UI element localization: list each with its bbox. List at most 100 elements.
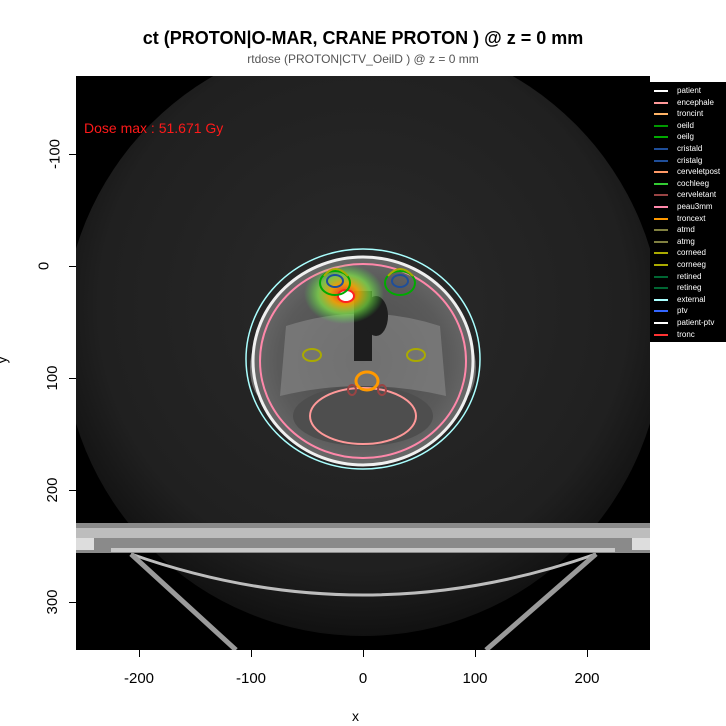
legend-label: tronc	[677, 329, 695, 339]
legend-label: atmg	[677, 236, 695, 246]
legend-label: patient	[677, 86, 702, 95]
legend-swatch	[654, 113, 668, 116]
legend-label: corneed	[677, 248, 706, 258]
legend-item: corneed	[650, 247, 726, 258]
legend-label: cerveletpost	[677, 167, 721, 177]
legend-label: troncint	[677, 109, 704, 119]
legend-item: patient-ptv	[650, 317, 726, 328]
legend-swatch	[654, 287, 668, 290]
legend-swatch	[654, 298, 668, 301]
legend-label: retined	[677, 271, 702, 281]
legend-swatch	[654, 252, 668, 255]
y-tick-mark	[69, 154, 76, 155]
legend-swatch	[654, 136, 668, 139]
legend-label: troncext	[677, 213, 706, 223]
y-tick-mark	[69, 602, 76, 603]
legend-item: atmg	[650, 236, 726, 247]
legend-label: cerveletant	[677, 190, 717, 200]
y-axis-label: y	[0, 357, 10, 364]
oeild-contour	[319, 270, 351, 296]
x-tick-label: -100	[235, 670, 267, 687]
legend-label: peau3mm	[677, 202, 713, 211]
legend-item: atmd	[650, 224, 726, 235]
legend-item: troncext	[650, 213, 726, 224]
legend-swatch	[654, 124, 668, 127]
legend-item: patient	[650, 85, 726, 96]
legend-item: cerveletant	[650, 189, 726, 200]
couch-arc	[130, 552, 597, 597]
legend-swatch	[654, 194, 668, 197]
legend-item: corneeg	[650, 259, 726, 270]
x-tick-mark	[139, 650, 140, 657]
legend-item: encephale	[650, 97, 726, 108]
legend-swatch	[654, 333, 668, 336]
legend-item: troncint	[650, 108, 726, 119]
dose-max-label: Dose max : 51.671 Gy	[84, 120, 224, 136]
y-tick-label: 100	[44, 365, 62, 391]
atmd-contour	[302, 348, 322, 362]
legend-item: cristalg	[650, 155, 726, 166]
x-tick-label: 100	[462, 670, 488, 687]
legend-item: external	[650, 294, 726, 305]
legend-label: cristald	[677, 144, 703, 153]
legend-item: retined	[650, 271, 726, 282]
legend-label: cristalg	[677, 155, 703, 165]
y-tick-label: 0	[35, 261, 53, 271]
legend-item: tronc	[650, 329, 726, 340]
y-tick-mark	[69, 266, 76, 267]
legend-label: cochleeg	[677, 178, 710, 188]
plot-subtitle: rtdose (PROTON|CTV_OeilD ) @ z = 0 mm	[247, 52, 479, 66]
legend-item: peau3mm	[650, 201, 726, 212]
legend-item: ptv	[650, 305, 726, 316]
legend-swatch	[654, 182, 668, 185]
plot-title: ct (PROTON|O-MAR, CRANE PROTON ) @ z = 0…	[142, 28, 584, 48]
legend-label: retineg	[677, 283, 702, 293]
external-contour	[245, 248, 481, 470]
legend-swatch	[654, 229, 668, 232]
legend-swatch	[654, 322, 668, 324]
legend-swatch	[654, 159, 668, 162]
tronc-contour	[354, 370, 380, 392]
legend-swatch	[654, 310, 668, 313]
atmg-contour	[406, 348, 426, 362]
ct-image-panel: Dose max : 51.671 Gy	[76, 76, 650, 650]
legend-label: patient-ptv	[677, 318, 715, 327]
x-tick-label: 200	[574, 670, 600, 687]
legend-swatch	[654, 275, 668, 278]
x-axis-label: x	[352, 708, 359, 724]
legend-label: encephale	[677, 97, 714, 107]
legend-swatch	[654, 101, 668, 104]
x-tick-mark	[587, 650, 588, 657]
legend-label: external	[677, 294, 706, 304]
legend-panel: patient encephale troncint oeild oeilg crista…	[650, 82, 726, 342]
y-tick-label: -100	[46, 138, 64, 170]
legend-swatch	[654, 90, 668, 92]
oeilg-contour	[384, 270, 416, 296]
legend-item: retineg	[650, 282, 726, 293]
y-tick-mark	[69, 378, 76, 379]
x-tick-label: 0	[358, 670, 368, 687]
legend-item: cochleeg	[650, 178, 726, 189]
x-tick-mark	[251, 650, 252, 657]
legend-label: atmd	[677, 225, 695, 235]
ct-slice-image	[76, 76, 650, 650]
legend-swatch	[654, 206, 668, 208]
legend-label: ptv	[677, 306, 688, 316]
legend-item: cristald	[650, 143, 726, 154]
legend-item: oeild	[650, 120, 726, 131]
legend-item: cerveletpost	[650, 166, 726, 177]
y-tick-mark	[69, 490, 76, 491]
peau3mm-contour	[259, 263, 467, 459]
legend-swatch	[654, 264, 668, 266]
y-tick-label: 200	[44, 477, 62, 503]
legend-swatch	[654, 240, 668, 243]
y-tick-label: 300	[44, 589, 62, 615]
legend-swatch	[654, 148, 668, 150]
x-tick-label: -200	[123, 670, 155, 687]
legend-swatch	[654, 217, 668, 220]
x-tick-mark	[475, 650, 476, 657]
legend-label: oeilg	[677, 132, 694, 142]
legend-label: corneeg	[677, 260, 706, 269]
legend-item: oeilg	[650, 131, 726, 142]
legend-label: oeild	[677, 120, 694, 130]
